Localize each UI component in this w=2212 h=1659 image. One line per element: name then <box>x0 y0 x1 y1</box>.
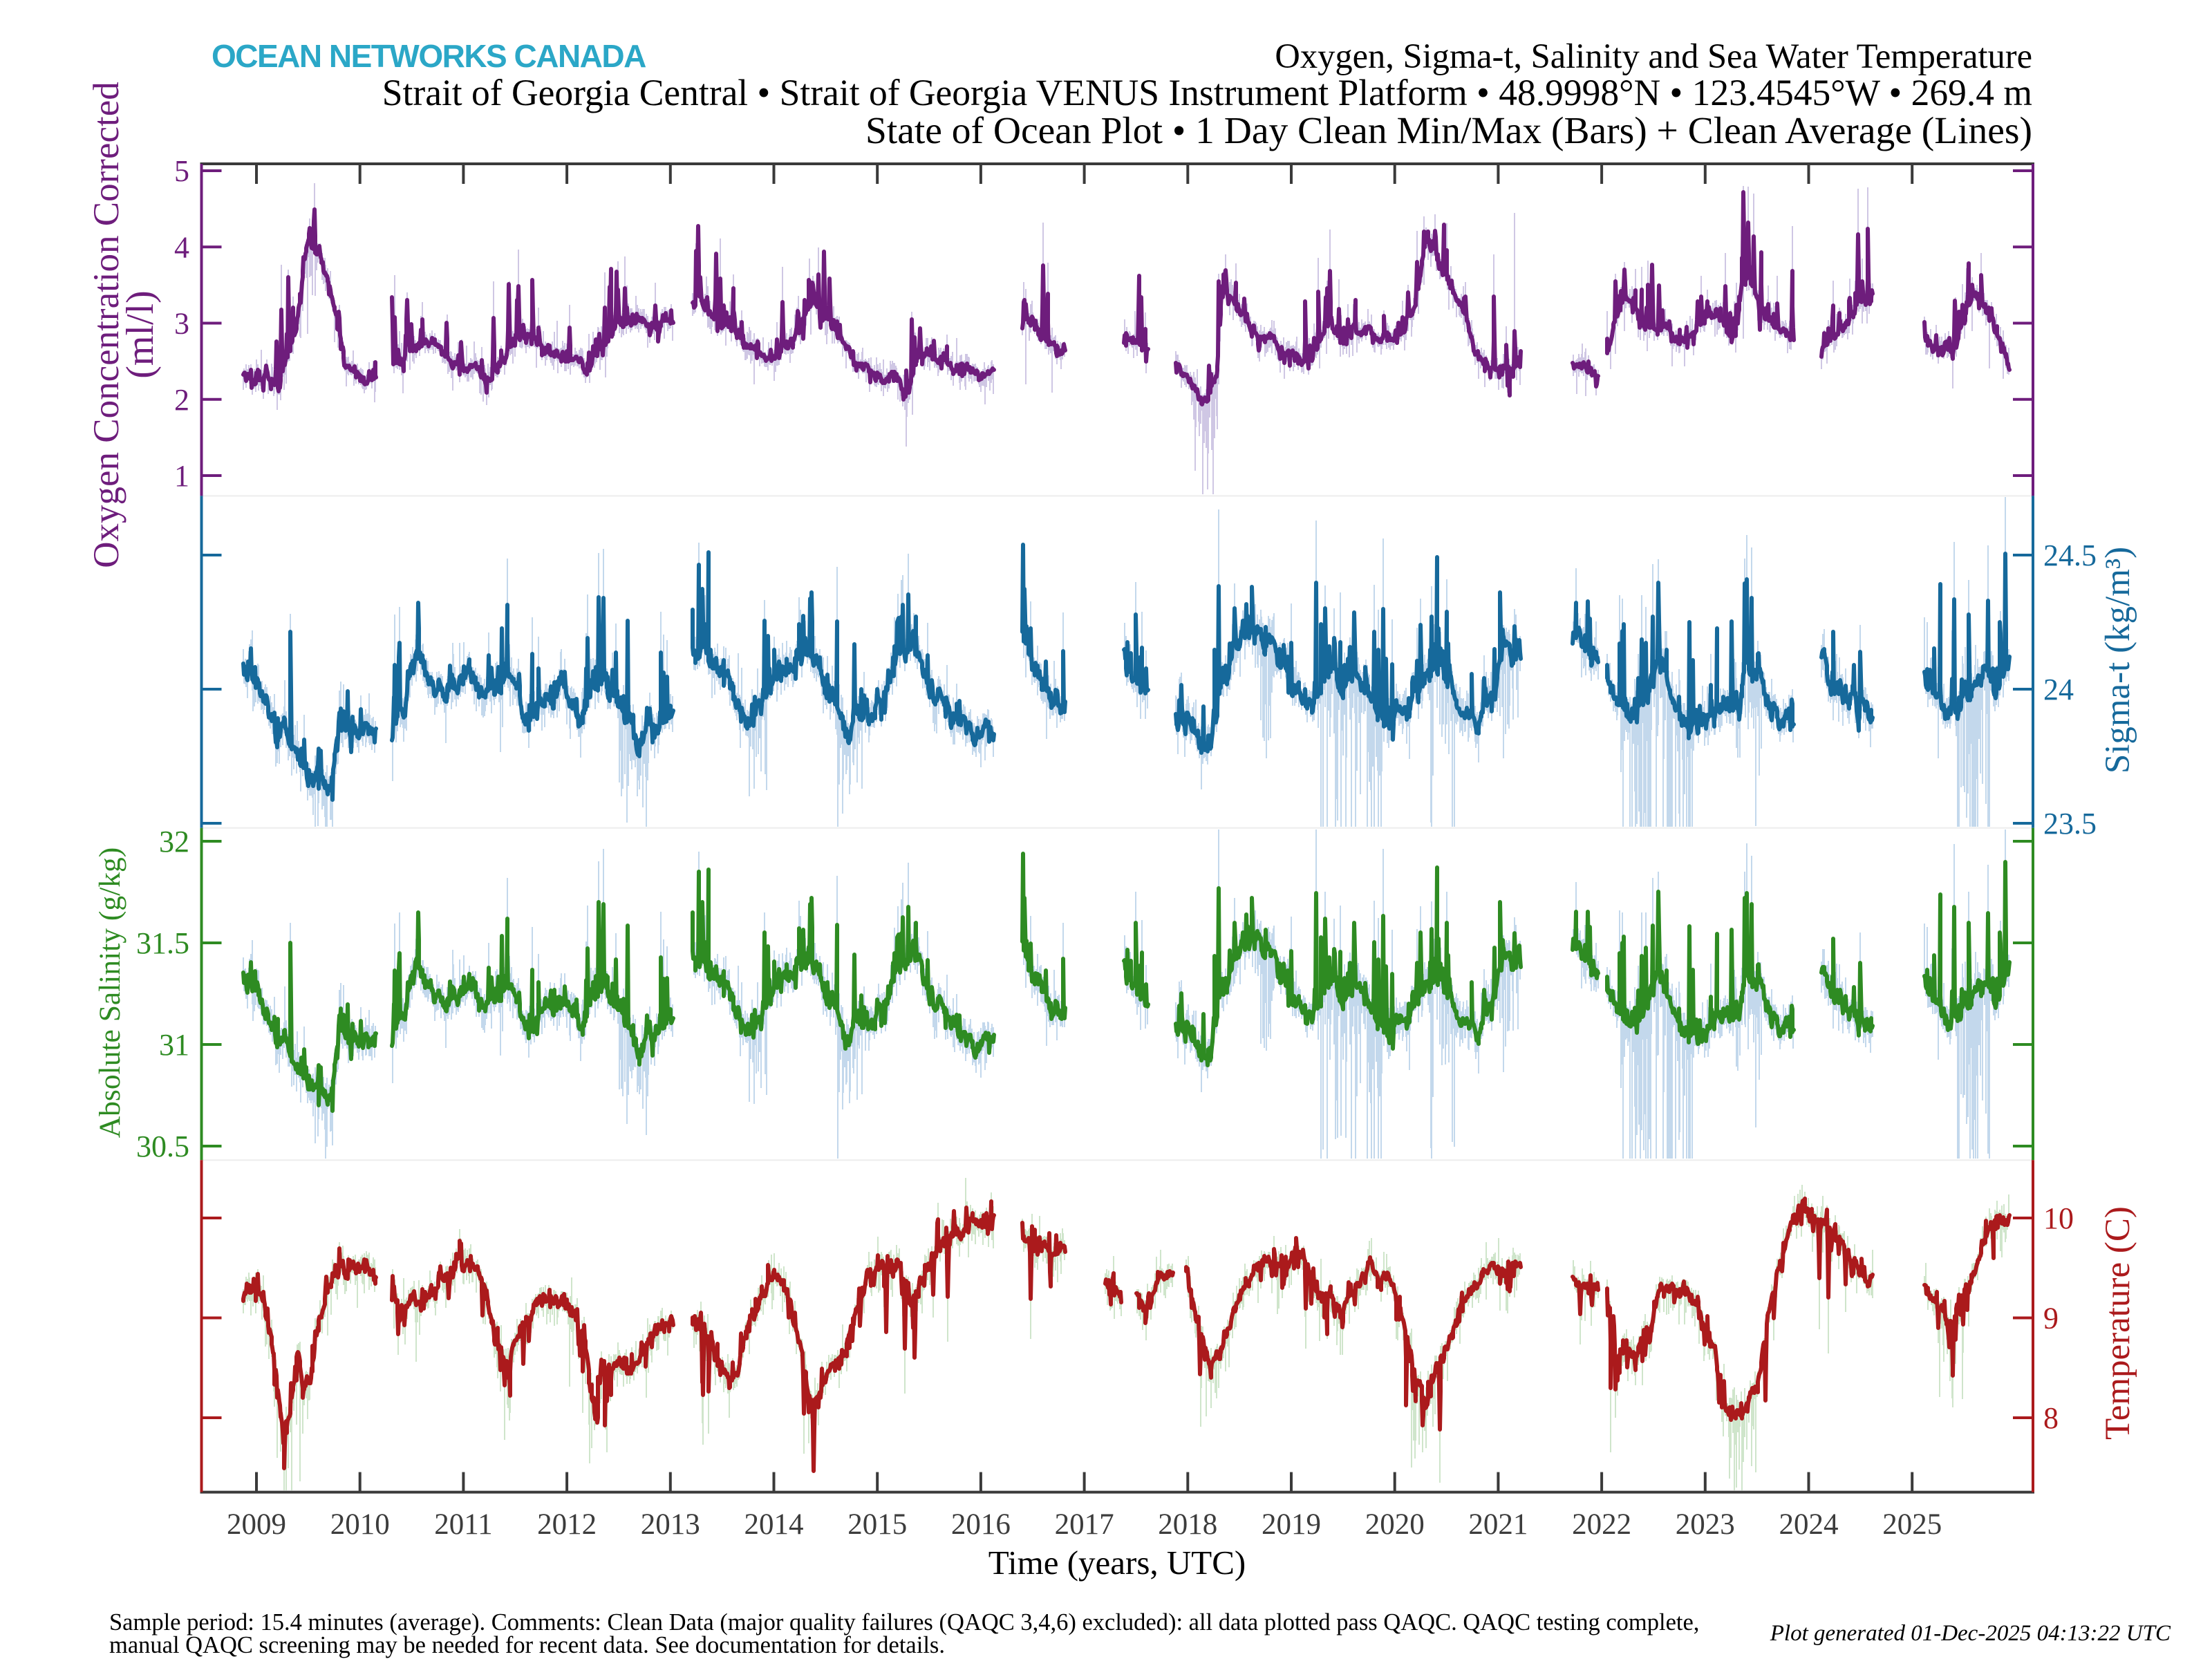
svg-text:2013: 2013 <box>641 1508 700 1541</box>
svg-text:2024: 2024 <box>1779 1508 1839 1541</box>
svg-text:31: 31 <box>159 1028 189 1062</box>
svg-text:manual QAQC screening may be n: manual QAQC screening may be needed for … <box>109 1632 945 1658</box>
svg-text:2018: 2018 <box>1158 1508 1217 1541</box>
svg-text:2021: 2021 <box>1468 1508 1528 1541</box>
svg-text:24: 24 <box>2043 673 2074 706</box>
svg-text:Absolute Salinity (g/kg): Absolute Salinity (g/kg) <box>93 847 126 1138</box>
svg-text:8: 8 <box>2043 1401 2059 1435</box>
svg-text:9: 9 <box>2043 1302 2059 1335</box>
svg-text:4: 4 <box>174 230 189 264</box>
svg-text:State of Ocean Plot • 1 Day Cl: State of Ocean Plot • 1 Day Clean Min/Ma… <box>865 110 2032 152</box>
svg-text:24.5: 24.5 <box>2043 538 2097 572</box>
svg-text:Oxygen Concentration Corrected: Oxygen Concentration Corrected <box>86 82 126 568</box>
svg-text:2: 2 <box>174 383 189 417</box>
svg-text:2020: 2020 <box>1365 1508 1425 1541</box>
svg-text:2017: 2017 <box>1055 1508 1114 1541</box>
svg-text:2015: 2015 <box>847 1508 907 1541</box>
svg-text:2011: 2011 <box>434 1508 492 1541</box>
svg-text:5: 5 <box>174 154 189 188</box>
svg-text:31.5: 31.5 <box>136 926 189 960</box>
svg-text:2012: 2012 <box>537 1508 597 1541</box>
svg-text:23.5: 23.5 <box>2043 807 2097 841</box>
svg-text:1: 1 <box>174 459 189 493</box>
svg-text:Sigma-t (kg/m³): Sigma-t (kg/m³) <box>2099 547 2137 774</box>
svg-text:2019: 2019 <box>1262 1508 1321 1541</box>
svg-text:Plot generated 01-Dec-2025 04:: Plot generated 01-Dec-2025 04:13:22 UTC <box>1770 1621 2171 1646</box>
svg-text:32: 32 <box>159 825 189 859</box>
svg-text:3: 3 <box>174 307 189 341</box>
svg-text:2014: 2014 <box>744 1508 804 1541</box>
svg-text:Sample period: 15.4 minutes (a: Sample period: 15.4 minutes (average). C… <box>109 1609 1699 1635</box>
svg-text:2009: 2009 <box>227 1508 286 1541</box>
svg-text:Strait of Georgia Central • St: Strait of Georgia Central • Strait of Ge… <box>382 72 2032 113</box>
svg-text:Time (years, UTC): Time (years, UTC) <box>988 1544 1246 1582</box>
svg-text:10: 10 <box>2043 1201 2074 1235</box>
svg-text:2022: 2022 <box>1572 1508 1631 1541</box>
svg-text:2016: 2016 <box>951 1508 1011 1541</box>
svg-text:Oxygen, Sigma-t, Salinity and: Oxygen, Sigma-t, Salinity and Sea Water … <box>1275 37 2032 75</box>
svg-text:(ml/l): (ml/l) <box>119 290 162 379</box>
svg-text:OCEAN NETWORKS CANADA: OCEAN NETWORKS CANADA <box>212 38 646 74</box>
svg-text:2025: 2025 <box>1882 1508 1942 1541</box>
svg-text:Temperature (C): Temperature (C) <box>2099 1206 2137 1440</box>
svg-text:30.5: 30.5 <box>136 1130 189 1163</box>
svg-text:2023: 2023 <box>1676 1508 1735 1541</box>
svg-text:2010: 2010 <box>330 1508 390 1541</box>
